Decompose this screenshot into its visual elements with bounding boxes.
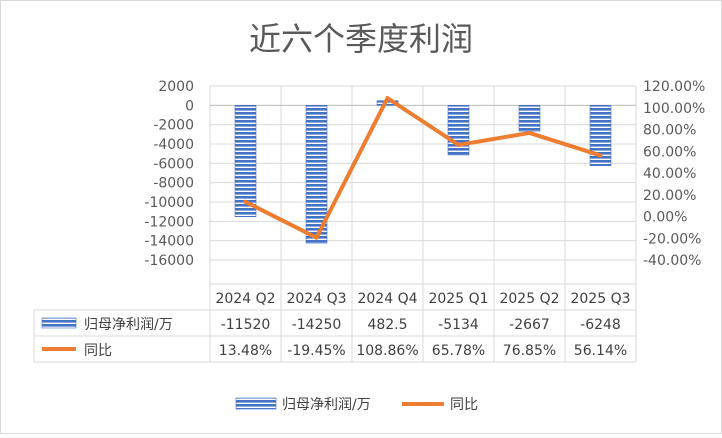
y-right-tick-label: -40.00% <box>643 253 701 269</box>
x-tick-label: 2025 Q2 <box>499 291 559 307</box>
y-left-tick-label: -14000 <box>144 234 194 250</box>
y-left-tick-label: -10000 <box>144 195 194 211</box>
y-right-tick-label: 80.00% <box>643 123 696 139</box>
y-right-tick-label: 0.00% <box>643 210 687 226</box>
table-series-name: 同比 <box>84 343 112 359</box>
y-right-tick-label: 120.00% <box>643 79 705 95</box>
line-point <box>527 130 532 135</box>
y-left-tick-label: -12000 <box>144 214 194 230</box>
data-label: -14250 <box>292 317 342 333</box>
table-bar-key <box>41 317 77 329</box>
legend-bar-key <box>235 397 277 410</box>
y-right-tick-label: 60.00% <box>643 144 696 160</box>
y-left-tick-label: 2000 <box>158 79 194 95</box>
line-point <box>598 153 603 158</box>
y-right-tick-label: 20.00% <box>643 188 696 204</box>
line-point <box>243 199 248 204</box>
y-left-tick-label: -2000 <box>153 118 194 134</box>
line-series <box>243 96 603 240</box>
x-tick-label: 2025 Q1 <box>428 291 488 307</box>
y-left-tick-label: -16000 <box>144 253 194 269</box>
y-left-tick-label: -8000 <box>153 176 194 192</box>
bar <box>589 105 612 167</box>
bar <box>234 105 257 217</box>
y-right-tick-label: -20.00% <box>643 231 701 247</box>
line-point <box>456 142 461 147</box>
x-tick-label: 2024 Q2 <box>215 291 275 307</box>
data-label: 76.85% <box>503 343 556 359</box>
y-left-tick-label: 0 <box>185 98 194 114</box>
data-label: -19.45% <box>287 343 345 359</box>
data-label: 482.5 <box>367 317 407 333</box>
y-right-tick-label: 40.00% <box>643 166 696 182</box>
data-label: 65.78% <box>432 343 485 359</box>
legend-label: 同比 <box>450 397 478 413</box>
data-label: -6248 <box>580 317 621 333</box>
data-label: 108.86% <box>356 343 418 359</box>
data-label: 13.48% <box>219 343 272 359</box>
x-tick-label: 2024 Q4 <box>357 291 417 307</box>
line-point <box>385 96 390 101</box>
table-series-name: 归母净利润/万 <box>84 316 173 333</box>
data-label: 56.14% <box>574 343 627 359</box>
data-label: -5134 <box>438 317 479 333</box>
line-point <box>314 235 319 240</box>
data-label: -11520 <box>221 317 271 333</box>
bar <box>447 105 470 156</box>
data-label: -2667 <box>509 317 550 333</box>
bar <box>305 105 328 244</box>
x-tick-label: 2024 Q3 <box>286 291 346 307</box>
y-left-tick-label: -4000 <box>153 137 194 153</box>
bar <box>518 105 541 132</box>
y-left-tick-label: -6000 <box>153 156 194 172</box>
chart-title: 近六个季度利润 <box>249 20 473 58</box>
x-tick-label: 2025 Q3 <box>570 291 630 307</box>
legend-label: 归母净利润/万 <box>282 396 371 413</box>
y-right-tick-label: 100.00% <box>643 101 705 117</box>
